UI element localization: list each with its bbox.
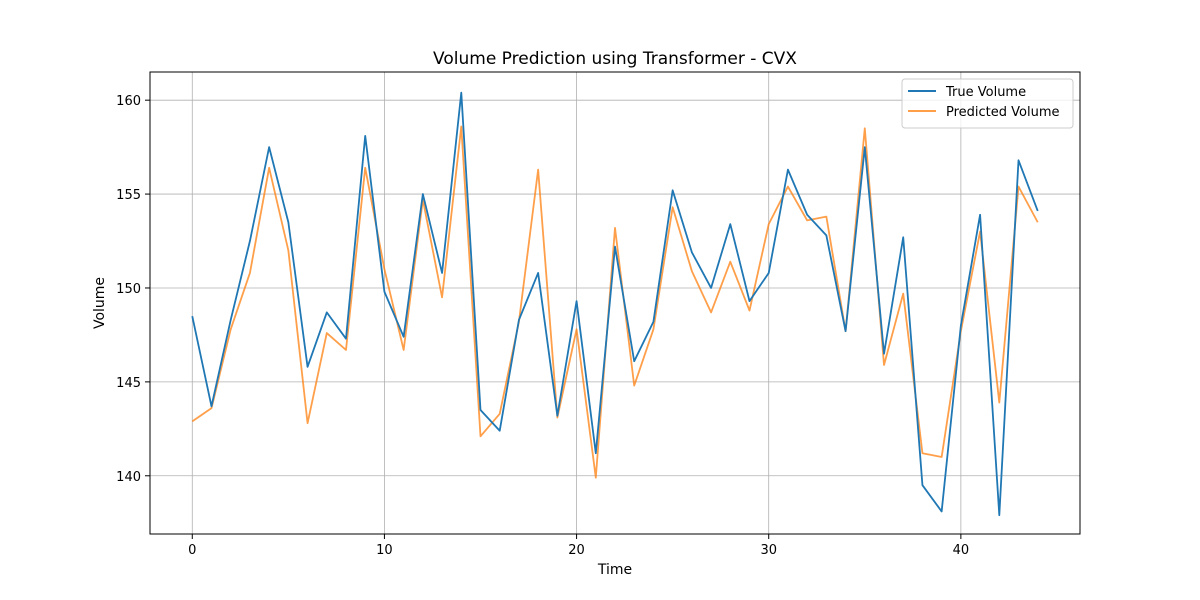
x-tick-label-10: 10 [376,543,393,558]
legend-label-predicted-volume: Predicted Volume [946,105,1060,120]
y-tick-label-155: 155 [116,188,141,203]
series-layer [191,91,1039,517]
series-line-predicted-volume [191,125,1039,479]
x-axis-label: Time [597,562,632,578]
plot-frame [149,71,1081,535]
y-tick-label-140: 140 [116,470,141,485]
x-tick-label-0: 0 [188,543,196,558]
y-axis-label: Volume [92,277,108,329]
x-tick-label-20: 20 [568,543,585,558]
y-tick-label-160: 160 [116,94,141,109]
series-line-true-volume [191,91,1039,517]
legend: True Volume Predicted Volume [901,78,1074,129]
x-tick-label-40: 40 [953,543,970,558]
chart-title: Volume Prediction using Transformer - CV… [433,49,797,69]
legend-label-true-volume: True Volume [945,85,1026,100]
legend-box [901,78,1074,129]
axis-ticks: 0 10 20 30 40 140 145 150 155 160 [116,94,969,558]
x-tick-label-30: 30 [760,543,777,558]
y-tick-label-145: 145 [116,376,141,391]
y-tick-label-150: 150 [116,282,141,297]
